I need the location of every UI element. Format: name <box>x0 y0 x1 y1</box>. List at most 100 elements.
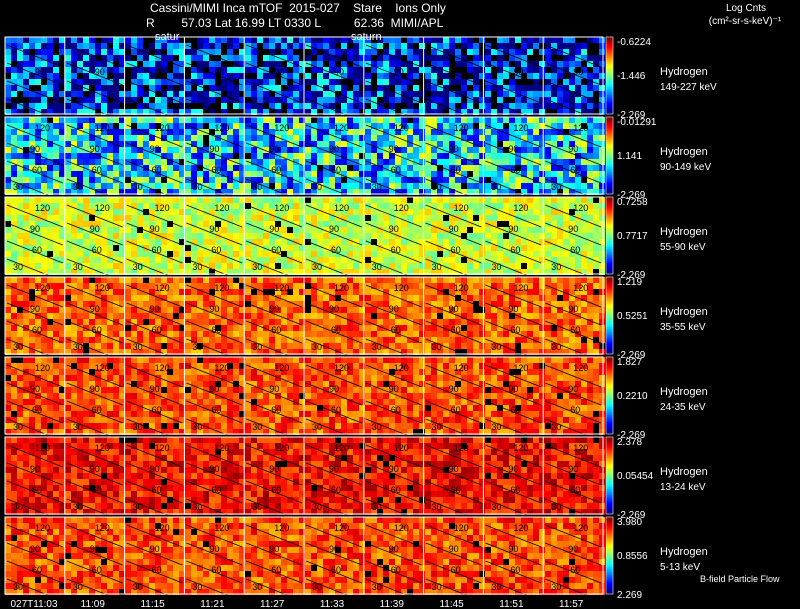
energy-label: 5-13 keV <box>660 562 700 573</box>
contour-label: 60 <box>570 565 580 575</box>
contour-label: 30 <box>312 422 322 432</box>
contour-label: 60 <box>510 165 520 175</box>
colorbar-max-label: 1.827 <box>617 357 642 368</box>
contour-label: 30 <box>372 342 382 352</box>
panel-row-1: 90 90 90 90 90 90 90 90 90 90 -0.6224 -1.446 -2.269 H… <box>4 36 717 122</box>
contour-label: 120 <box>513 443 528 453</box>
contour-set: 120 90 60 30 <box>186 363 243 442</box>
contour-label: 30 <box>13 502 23 512</box>
contour-label: 60 <box>271 485 281 495</box>
colorbar <box>605 36 614 115</box>
contour-label: 60 <box>331 565 341 575</box>
contour-label: 60 <box>152 325 162 335</box>
contour-label: 120 <box>214 283 229 293</box>
colorbar <box>605 276 614 355</box>
contour-label: 120 <box>214 443 229 453</box>
contour-label: 120 <box>95 203 110 213</box>
contour-label: 60 <box>391 245 401 255</box>
panel-row-4: 120 90 60 30 120 90 60 30 120 90 60 30 120 90 60 30 120 9… <box>4 276 708 362</box>
contour-set: 120 90 60 30 <box>485 443 542 522</box>
contour-label: 60 <box>271 405 281 415</box>
colorbar-max-label: 0.7258 <box>617 197 648 208</box>
contour-label: 90 <box>90 304 100 314</box>
contour-label: 90 <box>449 464 459 474</box>
contour-label: 60 <box>510 485 520 495</box>
contour-label: 90 <box>150 144 160 154</box>
contour-label: 90 <box>389 224 399 234</box>
contour-label: 30 <box>133 582 143 592</box>
species-label: Hydrogen <box>660 66 708 78</box>
contour-label: 30 <box>551 582 561 592</box>
colorbar-max-label: -0.01291 <box>617 117 657 128</box>
time-tick-label: 11:09 <box>81 599 106 609</box>
contour-set: 120 90 60 30 <box>6 523 63 602</box>
contour-label: 30 <box>551 182 561 192</box>
contour-set: 120 90 60 30 <box>126 283 183 362</box>
contour-label: 30 <box>133 182 143 192</box>
contour-label: 90 <box>449 304 459 314</box>
contour-label: 120 <box>334 283 349 293</box>
contour-label: 60 <box>211 165 221 175</box>
contour-label: 90 <box>568 144 578 154</box>
contour-label: 90 <box>30 224 40 234</box>
contour-label: 60 <box>271 245 281 255</box>
contour-label: 90 <box>449 544 459 554</box>
contour-set: 120 90 60 30 <box>365 363 422 442</box>
contour-label: 120 <box>35 123 50 133</box>
contour-label: 90 <box>329 384 339 394</box>
contour-set: 120 90 60 30 <box>485 123 542 202</box>
contour-label: 120 <box>573 523 588 533</box>
contour-label: 90 <box>513 67 523 77</box>
contour-set: 120 90 60 30 <box>485 363 542 442</box>
contour-label: 30 <box>551 342 561 352</box>
time-tick-label: 11:57 <box>559 599 584 609</box>
contour-label: 30 <box>312 262 322 272</box>
contour-label: 60 <box>570 485 580 495</box>
contour-label: 120 <box>573 123 588 133</box>
contour-set: 120 90 60 30 <box>186 203 243 282</box>
contour-label: 120 <box>274 203 289 213</box>
contour-label: 30 <box>73 502 83 512</box>
contour-label: 60 <box>510 565 520 575</box>
contour-label: 30 <box>312 342 322 352</box>
contour-label: 60 <box>570 245 580 255</box>
contour-label: 90 <box>269 384 279 394</box>
colorbar-mid-label: 0.5251 <box>617 311 648 322</box>
contour-label: 90 <box>30 544 40 554</box>
contour-set: 120 90 60 30 <box>365 283 422 362</box>
contour-set: 90 <box>6 44 63 122</box>
contour-label: 30 <box>432 342 442 352</box>
colorbar <box>605 436 614 515</box>
contour-label: 60 <box>570 405 580 415</box>
contour-label: 90 <box>449 224 459 234</box>
contour-label: 30 <box>491 262 501 272</box>
contour-label: 120 <box>394 123 409 133</box>
contour-label: 60 <box>152 405 162 415</box>
contour-label: 90 <box>214 67 224 77</box>
panel-row-6: 120 90 60 30 120 90 60 30 120 90 60 30 120 90 60 30 120 9… <box>4 436 708 522</box>
contour-set: 120 90 60 30 <box>425 523 482 602</box>
contour-label: 120 <box>513 283 528 293</box>
contour-label: 120 <box>274 123 289 133</box>
contour-label: 30 <box>13 342 23 352</box>
contour-label: 90 <box>90 384 100 394</box>
contour-label: 30 <box>13 262 23 272</box>
panel-cells <box>5 197 605 275</box>
contour-label: 90 <box>150 544 160 554</box>
contour-set: 120 90 60 30 <box>246 123 303 202</box>
contour-label: 60 <box>32 565 42 575</box>
contour-label: 90 <box>90 544 100 554</box>
contour-label: 90 <box>329 224 339 234</box>
contour-label: 120 <box>155 443 170 453</box>
panel-cells <box>5 117 605 195</box>
contour-label: 90 <box>449 144 459 154</box>
contour-label: 90 <box>90 144 100 154</box>
contour-label: 30 <box>491 582 501 592</box>
contour-label: 60 <box>570 165 580 175</box>
contour-label: 60 <box>391 325 401 335</box>
time-tick-label: 11:27 <box>260 599 285 609</box>
contour-label: 120 <box>35 203 50 213</box>
contour-label: 120 <box>394 363 409 373</box>
contour-label: 30 <box>192 582 202 592</box>
contour-label: 30 <box>73 582 83 592</box>
